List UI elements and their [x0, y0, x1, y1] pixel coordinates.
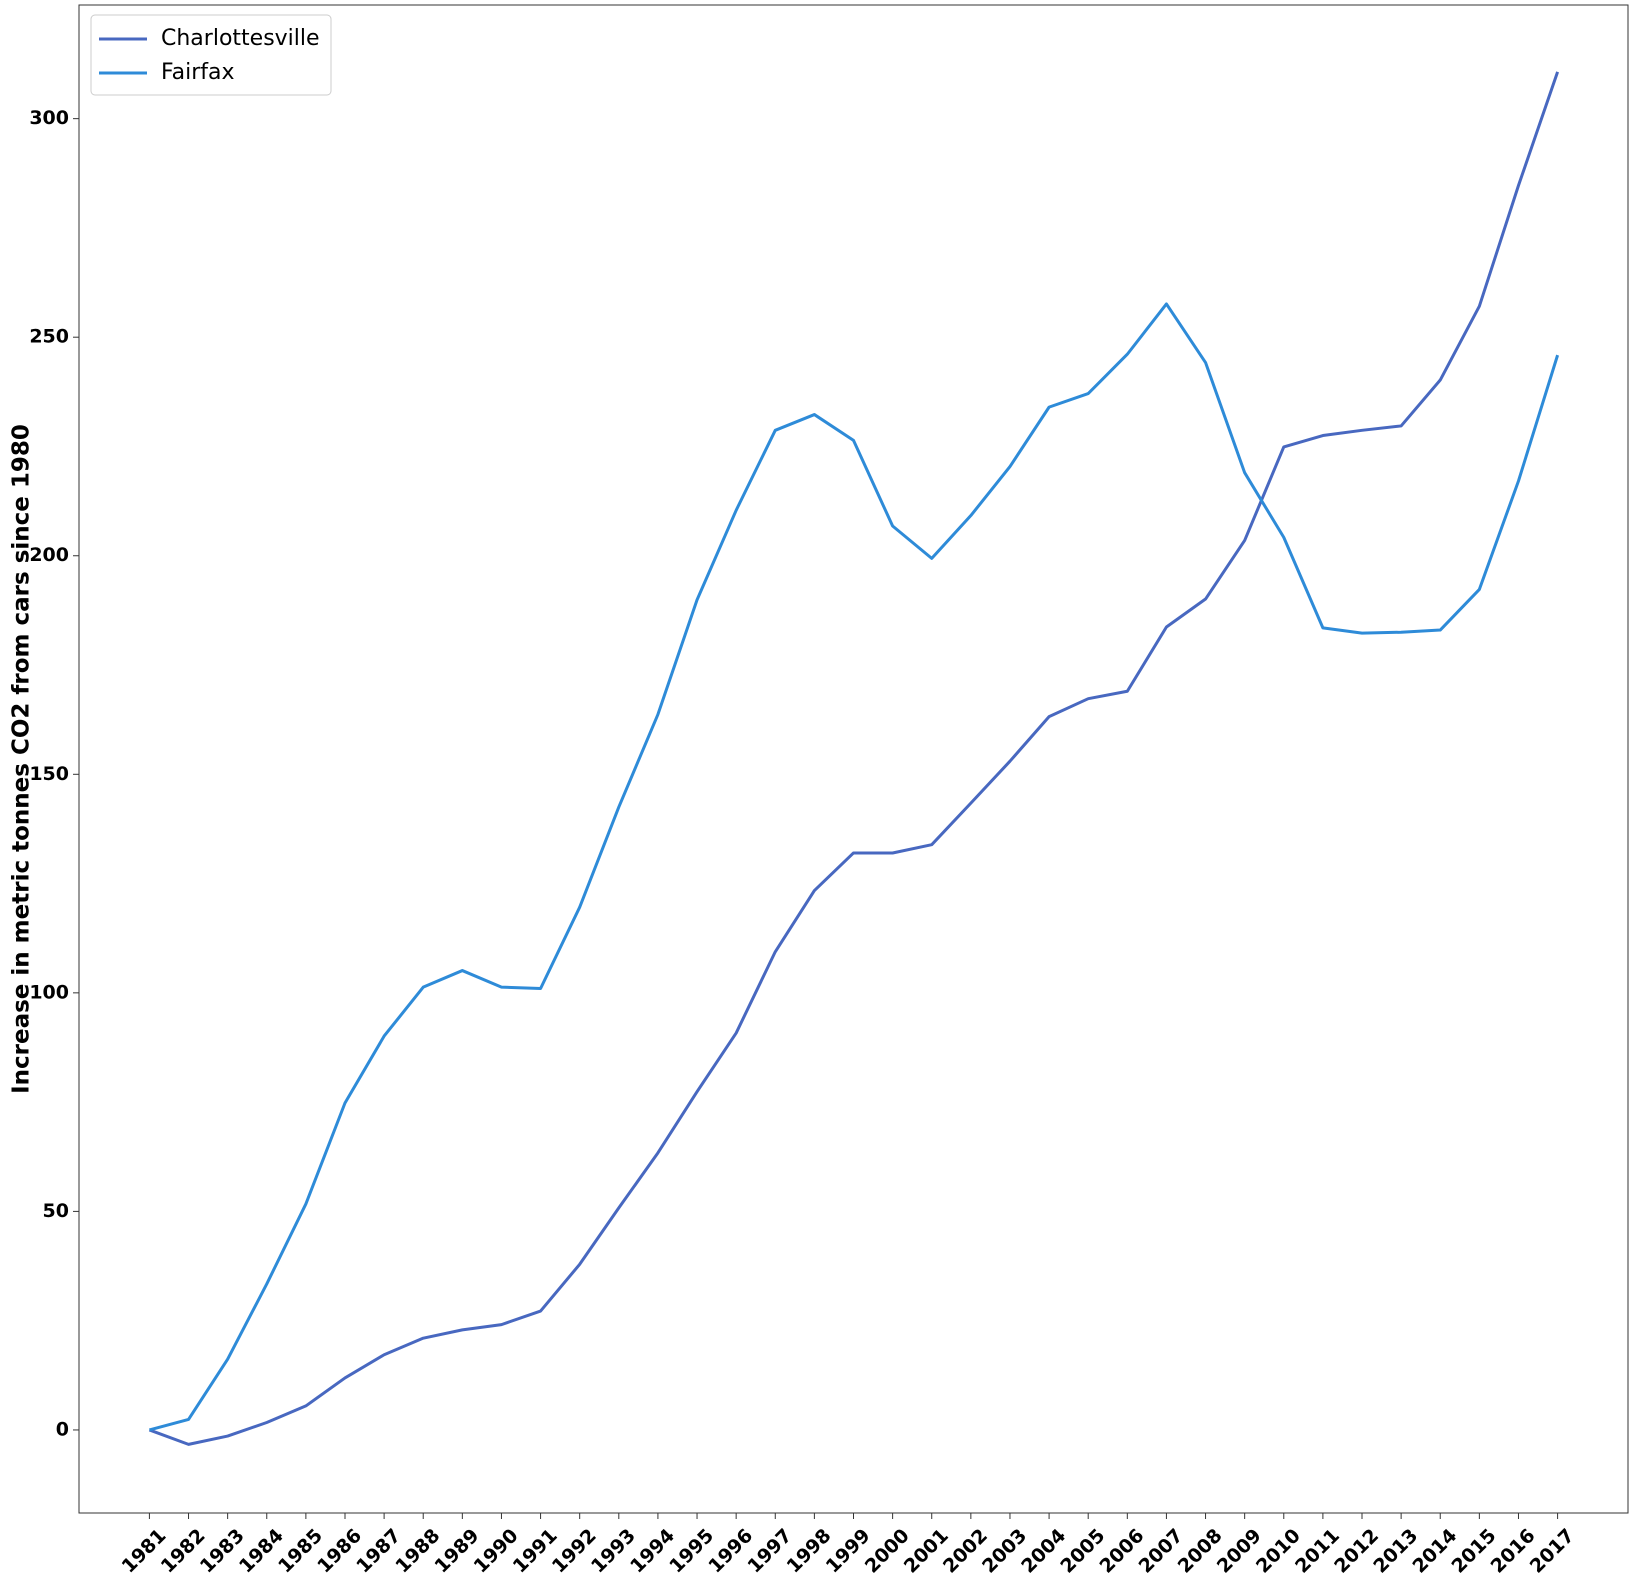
- legend-box: [90, 14, 332, 96]
- y-axis-label: Increase in metric tonnes CO2 from cars …: [9, 424, 35, 1094]
- x-tick-label: 1988: [391, 1525, 444, 1578]
- x-tick-label: 1982: [157, 1525, 210, 1578]
- x-tick-label: 1987: [352, 1525, 405, 1578]
- series-line: [149, 302, 1560, 1432]
- x-tick-label: 1990: [470, 1525, 523, 1578]
- y-tick-label: 50: [43, 1200, 69, 1222]
- x-tick-label: 1983: [196, 1525, 249, 1578]
- x-tick-label: 1984: [235, 1525, 288, 1578]
- x-tick-label: 1998: [783, 1525, 836, 1578]
- x-tick-label: 1989: [431, 1525, 484, 1578]
- series-line: [148, 71, 1560, 1446]
- x-tick-label: 1986: [313, 1525, 366, 1578]
- x-tick-label: 2017: [1526, 1525, 1579, 1578]
- x-tick-label: 1994: [626, 1525, 679, 1578]
- x-tick-label: 2012: [1330, 1525, 1383, 1578]
- x-tick-label: 1991: [509, 1525, 562, 1578]
- x-tick-label: 1992: [548, 1525, 601, 1578]
- y-tick-label: 300: [29, 107, 69, 129]
- y-tick-label: 200: [29, 544, 69, 566]
- x-tick-label: 2013: [1369, 1525, 1422, 1578]
- x-tick-label: 1997: [743, 1525, 796, 1578]
- x-tick-label: 2010: [1252, 1525, 1305, 1578]
- x-tick-label: 2002: [939, 1525, 992, 1578]
- x-tick-label: 1985: [274, 1525, 327, 1578]
- x-tick-label: 2001: [900, 1525, 953, 1578]
- x-tick-label: 2016: [1487, 1525, 1540, 1578]
- x-tick-label: 2011: [1291, 1525, 1344, 1578]
- x-tick-label: 1993: [587, 1525, 640, 1578]
- x-tick-label: 1981: [118, 1525, 171, 1578]
- x-tick-label: 2000: [861, 1525, 914, 1578]
- x-tick-label: 2007: [1135, 1525, 1188, 1578]
- y-tick-label: 150: [29, 763, 69, 785]
- legend-label: Fairfax: [161, 60, 235, 85]
- x-tick-label: 1995: [665, 1525, 718, 1578]
- x-tick-label: 2008: [1174, 1525, 1227, 1578]
- y-tick-label: 0: [56, 1418, 69, 1440]
- x-tick-label: 2004: [1017, 1525, 1070, 1578]
- x-tick-label: 2014: [1408, 1525, 1461, 1578]
- legend-label: Charlottesville: [161, 26, 320, 51]
- y-tick-label: 250: [29, 326, 69, 348]
- x-tick-label: 2006: [1096, 1525, 1149, 1578]
- x-tick-label: 2015: [1448, 1525, 1501, 1578]
- x-tick-label: 1999: [822, 1525, 875, 1578]
- x-tick-label: 1996: [704, 1525, 757, 1578]
- plot-area: [78, 4, 1629, 1514]
- x-tick-label: 2005: [1056, 1525, 1109, 1578]
- x-tick-label: 2003: [978, 1525, 1031, 1578]
- x-tick-label: 2009: [1213, 1525, 1266, 1578]
- y-tick-label: 100: [29, 981, 69, 1003]
